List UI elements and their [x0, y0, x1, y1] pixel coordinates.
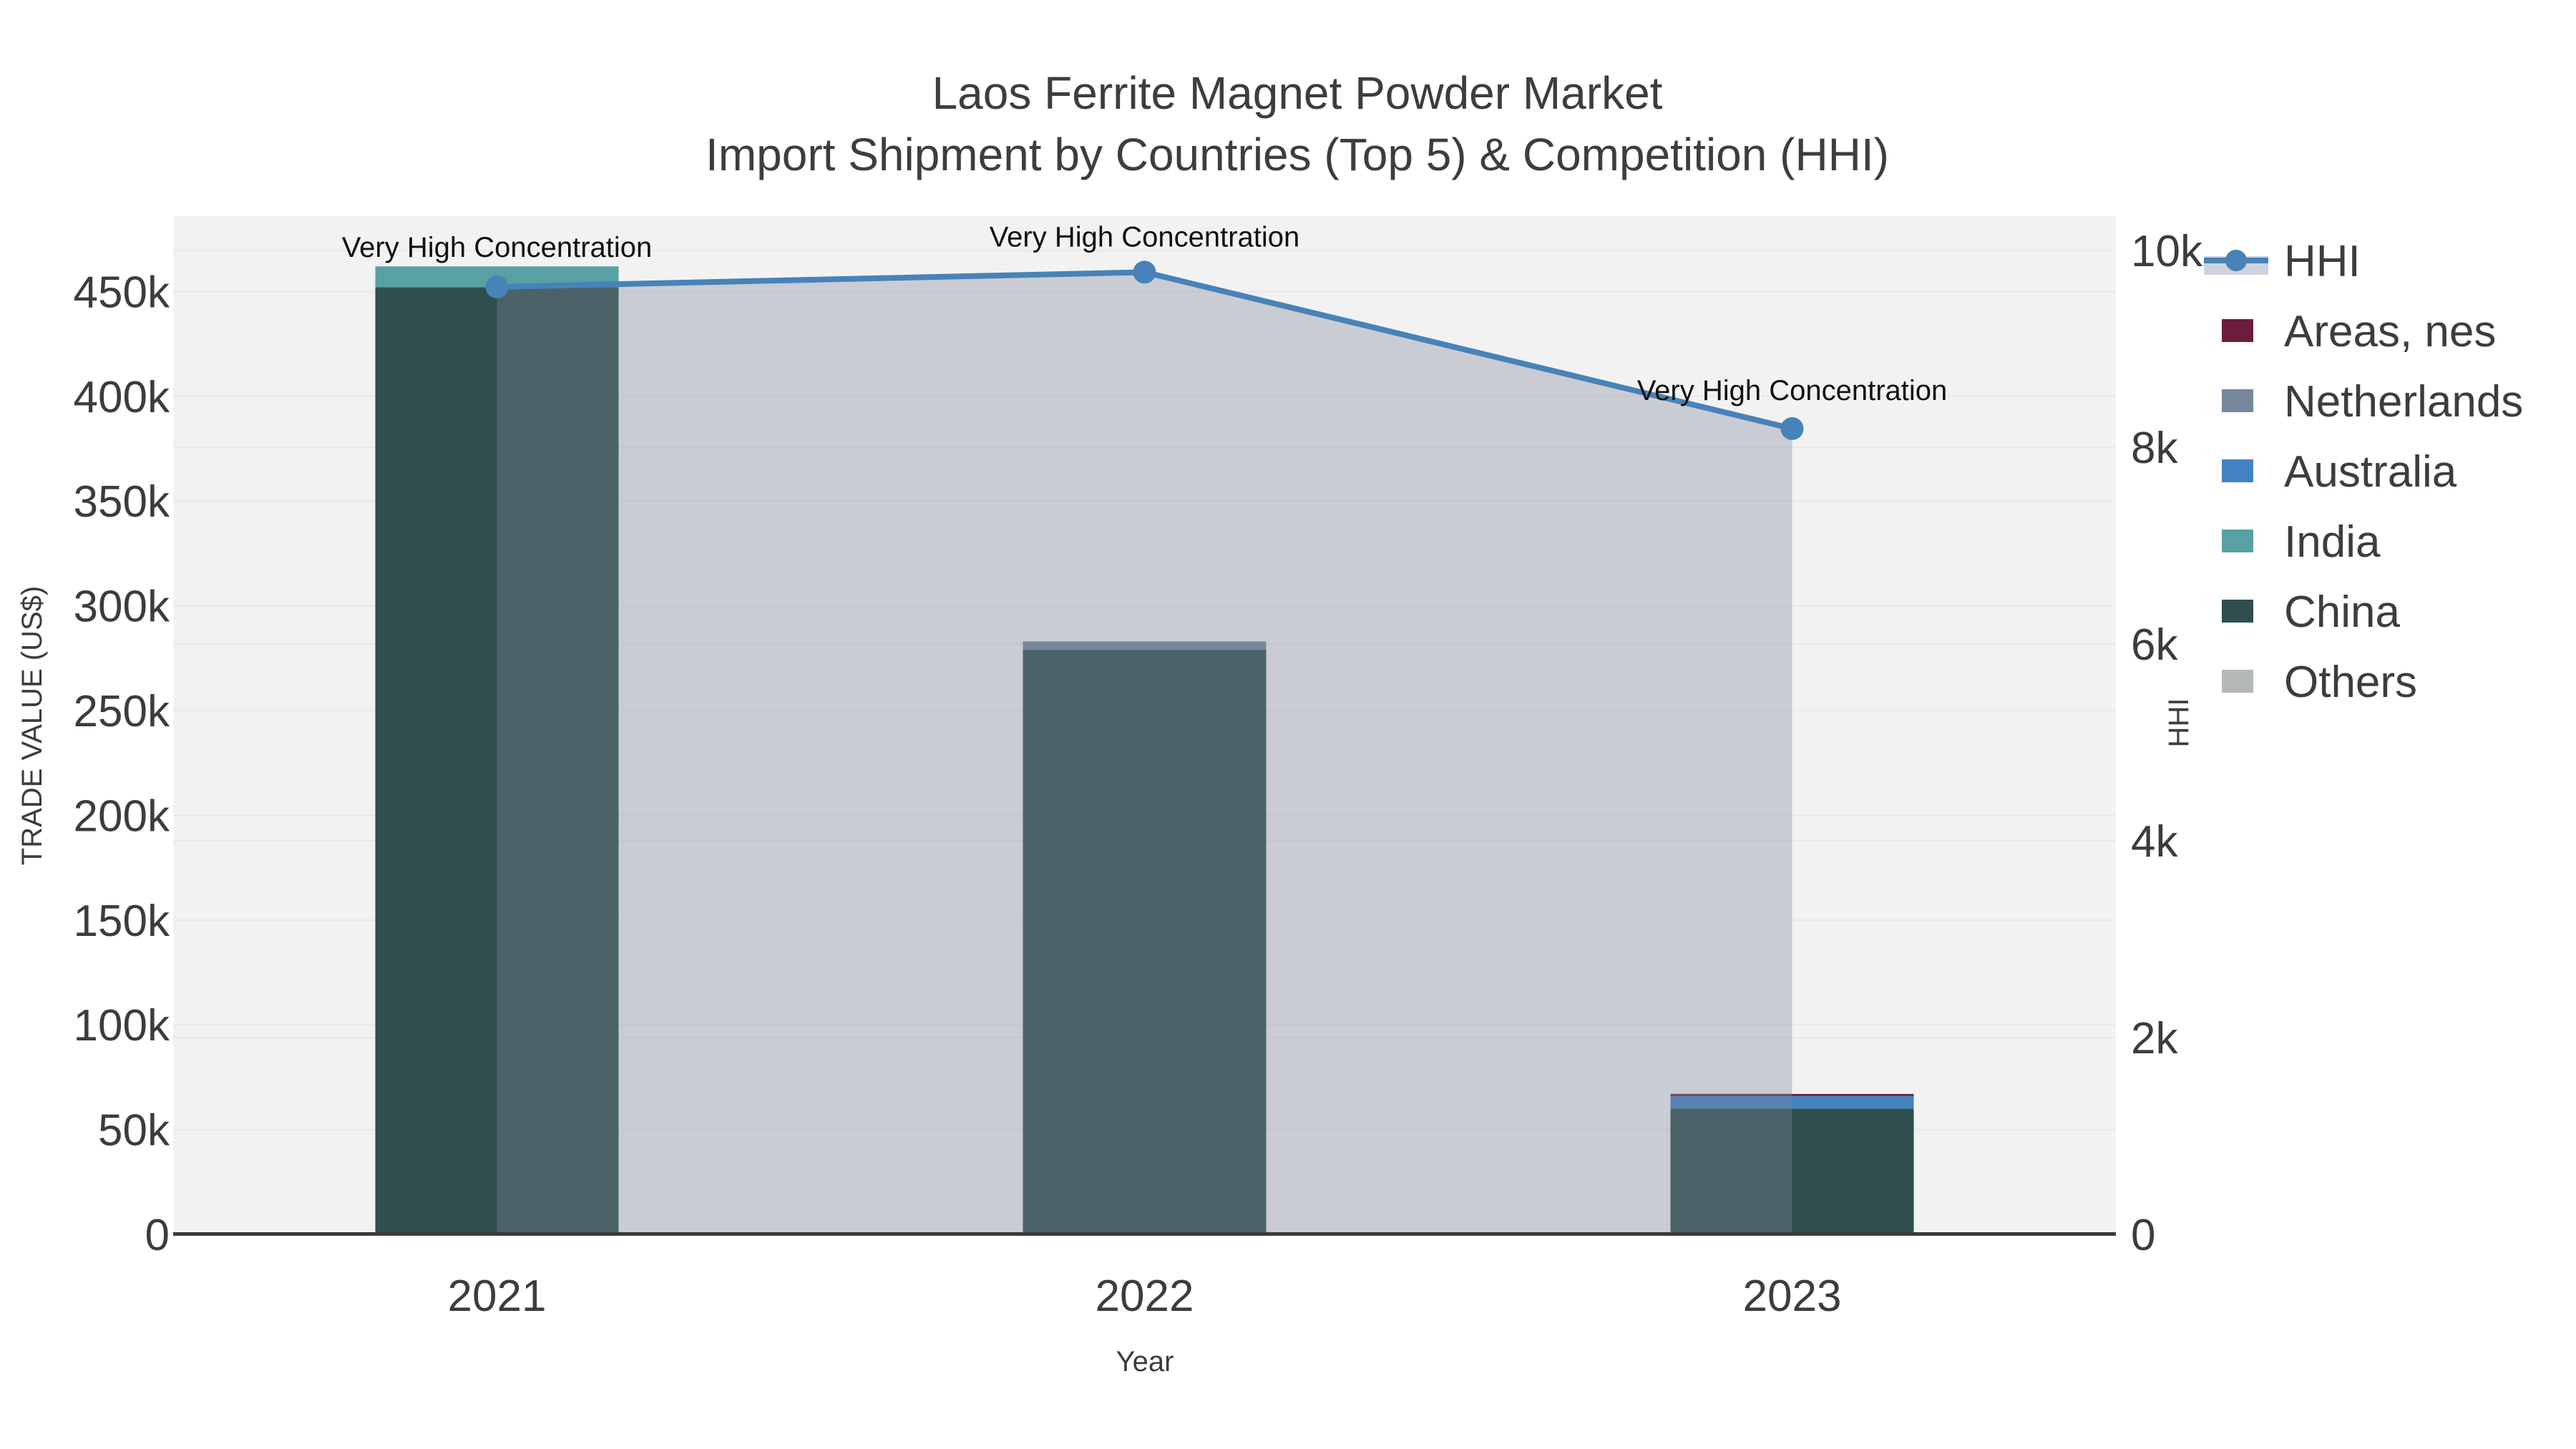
tick-labels-layer: 0 50k 100k 150k 200k 250k 300k 350k 400k 450k 0 2k 4…	[74, 227, 2203, 1321]
legend-item-india[interactable]: India	[2222, 517, 2381, 567]
right-tick-10k: 10k	[2131, 227, 2203, 276]
legend-label-australia: Australia	[2284, 447, 2457, 497]
legend-label-hhi: HHI	[2284, 237, 2361, 286]
bar-segment-china-2022[interactable]	[1023, 650, 1267, 1234]
annotation-2023: Very High Concentration	[1637, 375, 1948, 406]
hhi-marker-2022[interactable]	[1133, 260, 1156, 284]
left-tick-350k: 350k	[74, 477, 170, 527]
legend-label-netherlands: Netherlands	[2284, 377, 2523, 426]
left-tick-50k: 50k	[98, 1106, 170, 1156]
annotation-2021: Very High Concentration	[342, 232, 653, 263]
legend-swatch-areas-nes	[2222, 319, 2253, 342]
hhi-marker-2021[interactable]	[485, 275, 509, 298]
x-axis-title: Year	[1116, 1346, 1174, 1377]
legend-label-india: India	[2284, 517, 2381, 567]
legend-swatch-others	[2222, 670, 2253, 693]
right-tick-0: 0	[2131, 1211, 2155, 1260]
legend-item-others[interactable]: Others	[2222, 658, 2417, 707]
legend-swatch-china	[2222, 600, 2253, 623]
legend-swatch-india	[2222, 530, 2253, 552]
legend-swatch-australia	[2222, 459, 2253, 482]
x-tick-2022: 2022	[1096, 1272, 1194, 1321]
legend-label-china: China	[2284, 587, 2401, 637]
hhi-line-layer	[485, 260, 1804, 440]
left-tick-0: 0	[145, 1211, 170, 1260]
legend-item-netherlands[interactable]: Netherlands	[2222, 377, 2523, 426]
left-tick-300k: 300k	[74, 582, 170, 632]
legend: HHI Areas, nes Netherlands Australia India Ch…	[2204, 237, 2523, 707]
annotations-layer: Very High Concentration Very High Concent…	[342, 221, 1948, 406]
x-axis-line	[173, 1232, 2116, 1236]
legend-hhi-marker-icon	[2225, 250, 2247, 271]
left-tick-250k: 250k	[74, 687, 170, 736]
hhi-marker-2023[interactable]	[1780, 416, 1804, 440]
bar-segment-china-2023[interactable]	[1670, 1108, 1914, 1234]
bar-segment-china-2021[interactable]	[375, 287, 619, 1234]
legend-item-china[interactable]: China	[2222, 587, 2401, 637]
hhi-area-fill	[497, 272, 1792, 1234]
annotation-2022: Very High Concentration	[990, 221, 1300, 253]
x-tick-2023: 2023	[1743, 1272, 1842, 1321]
right-tick-6k: 6k	[2131, 620, 2178, 670]
y-axis-title-right: HHI	[2163, 698, 2195, 748]
bar-segment-areas-nes-2023[interactable]	[1670, 1093, 1914, 1096]
legend-label-others: Others	[2284, 658, 2417, 707]
legend-item-areas-nes[interactable]: Areas, nes	[2222, 307, 2496, 356]
left-tick-400k: 400k	[74, 373, 170, 422]
left-tick-200k: 200k	[74, 791, 170, 841]
legend-label-areas-nes: Areas, nes	[2284, 307, 2496, 356]
hhi-area-fill-layer	[497, 272, 1792, 1234]
legend-swatch-netherlands	[2222, 389, 2253, 412]
x-tick-2021: 2021	[448, 1272, 547, 1321]
bar-segment-netherlands-2022[interactable]	[1023, 641, 1267, 650]
y-axis-title-left: TRADE VALUE (US$)	[16, 586, 48, 865]
right-tick-8k: 8k	[2131, 424, 2178, 473]
right-tick-2k: 2k	[2131, 1014, 2178, 1063]
chart-title: Laos Ferrite Magnet Powder Market	[932, 67, 1663, 119]
left-tick-150k: 150k	[74, 897, 170, 946]
left-tick-100k: 100k	[74, 1001, 170, 1050]
legend-item-australia[interactable]: Australia	[2222, 447, 2457, 497]
chart-subtitle: Import Shipment by Countries (Top 5) & C…	[706, 129, 1889, 180]
bar-segment-australia-2023[interactable]	[1670, 1096, 1914, 1109]
left-tick-450k: 450k	[74, 268, 170, 317]
legend-item-hhi[interactable]: HHI	[2204, 237, 2361, 286]
right-tick-4k: 4k	[2131, 817, 2178, 867]
